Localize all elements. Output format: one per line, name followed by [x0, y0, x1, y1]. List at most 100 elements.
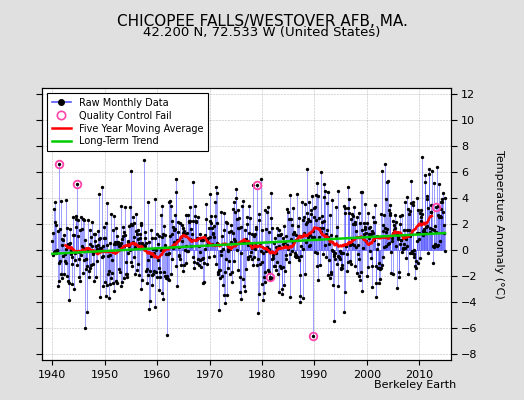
Point [233, 247, 241, 253]
Point [410, 251, 418, 257]
Point [440, 195, 449, 201]
Y-axis label: Temperature Anomaly (°C): Temperature Anomaly (°C) [494, 150, 504, 298]
Point [420, 227, 429, 233]
Point [422, 196, 431, 202]
Point [309, 228, 317, 234]
Point [325, 257, 333, 264]
Point [217, 209, 225, 215]
Point [297, 253, 305, 260]
Point [424, 171, 433, 178]
Point [124, 238, 132, 244]
Point [132, 228, 140, 234]
Point [379, 228, 387, 234]
Point [183, 230, 191, 236]
Point [192, 236, 201, 242]
Point [288, 231, 297, 238]
Point [324, 241, 333, 248]
Point [206, 234, 215, 240]
Point [424, 204, 432, 211]
Point [284, 209, 292, 215]
Point [81, 236, 89, 243]
Point [381, 228, 390, 235]
Point [134, 235, 143, 242]
Point [100, 224, 108, 230]
Point [357, 288, 366, 294]
Point [407, 200, 415, 207]
Point [156, 274, 165, 280]
Point [344, 204, 353, 211]
Point [51, 199, 59, 205]
Point [156, 269, 164, 275]
Point [136, 235, 144, 241]
Point [290, 229, 299, 235]
Point [340, 210, 348, 216]
Point [372, 280, 380, 286]
Point [346, 216, 355, 222]
Point [111, 239, 119, 245]
Point [49, 206, 58, 212]
Point [234, 206, 242, 213]
Point [113, 239, 122, 245]
Point [380, 225, 389, 231]
Point [130, 254, 139, 260]
Point [184, 218, 193, 225]
Point [264, 204, 272, 210]
Point [165, 250, 173, 256]
Point [160, 222, 168, 229]
Point [330, 251, 338, 257]
Point [385, 240, 393, 247]
Point [55, 260, 63, 266]
Point [325, 275, 334, 281]
Point [207, 213, 215, 219]
Point [191, 213, 199, 220]
Point [262, 248, 270, 254]
Point [222, 256, 231, 263]
Point [126, 168, 135, 175]
Point [332, 233, 340, 240]
Point [208, 225, 216, 232]
Point [185, 236, 194, 242]
Point [363, 220, 371, 226]
Point [71, 224, 80, 230]
Point [406, 208, 414, 214]
Point [359, 245, 367, 251]
Point [102, 293, 110, 299]
Point [265, 246, 274, 252]
Point [88, 219, 96, 225]
Point [98, 254, 106, 260]
Point [366, 248, 375, 254]
Point [59, 237, 68, 244]
Point [206, 220, 215, 226]
Point [433, 243, 441, 250]
Point [172, 283, 181, 289]
Point [269, 255, 278, 262]
Point [326, 212, 334, 218]
Point [248, 244, 257, 251]
Point [123, 270, 131, 277]
Point [202, 241, 211, 248]
Point [120, 229, 128, 235]
Point [393, 230, 401, 237]
Point [408, 248, 416, 254]
Point [424, 250, 432, 256]
Point [349, 220, 357, 227]
Point [400, 227, 409, 233]
Point [300, 214, 309, 220]
Point [200, 260, 209, 266]
Point [387, 249, 396, 256]
Point [130, 234, 138, 240]
Point [103, 200, 111, 206]
Point [427, 208, 435, 215]
Point [425, 166, 433, 172]
Point [226, 238, 235, 245]
Point [68, 281, 76, 288]
Point [392, 229, 400, 235]
Point [174, 253, 183, 260]
Point [301, 271, 309, 277]
Point [202, 216, 210, 222]
Point [235, 225, 243, 231]
Point [336, 266, 345, 273]
Point [125, 242, 134, 249]
Point [246, 214, 254, 221]
Point [94, 191, 103, 197]
